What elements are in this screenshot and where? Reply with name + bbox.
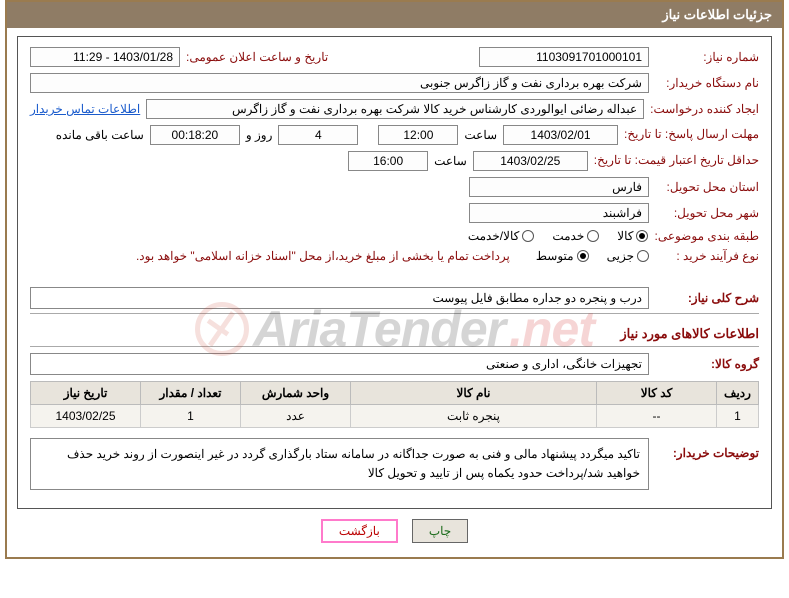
- row-city: شهر محل تحویل: فراشبند: [30, 203, 759, 223]
- table-header-row: ردیف کد کالا نام کالا واحد شمارش تعداد /…: [31, 382, 759, 405]
- buyer-org-value: شرکت بهره برداری نفت و گاز زاگرس جنوبی: [30, 73, 649, 93]
- row-purchase-type: نوع فرآیند خرید : جزیی متوسط پرداخت تمام…: [30, 249, 759, 263]
- buyer-org-label: نام دستگاه خریدار:: [649, 76, 759, 90]
- radio-dot-icon: [637, 250, 649, 262]
- th-code: کد کالا: [597, 382, 717, 405]
- goods-table: ردیف کد کالا نام کالا واحد شمارش تعداد /…: [30, 381, 759, 428]
- requester-label: ایجاد کننده درخواست:: [644, 102, 759, 116]
- radio-dot-icon: [587, 230, 599, 242]
- need-number-label: شماره نیاز:: [649, 50, 759, 64]
- overall-desc-value: درب و پنجره دو جداره مطابق فایل پیوست: [30, 287, 649, 309]
- deadline-time: 12:00: [378, 125, 458, 145]
- requester-value: عبداله رضائی ایوالوردی کارشناس خرید کالا…: [146, 99, 644, 119]
- row-deadline: مهلت ارسال پاسخ: تا تاریخ: 1403/02/01 سا…: [30, 125, 759, 145]
- row-need-number: شماره نیاز: 1103091701000101 تاریخ و ساع…: [30, 47, 759, 67]
- deadline-date: 1403/02/01: [503, 125, 618, 145]
- row-validity: حداقل تاریخ اعتبار قیمت: تا تاریخ: 1403/…: [30, 151, 759, 171]
- overall-desc-label: شرح کلی نیاز:: [649, 291, 759, 305]
- validity-time: 16:00: [348, 151, 428, 171]
- radio-goods[interactable]: کالا: [617, 229, 648, 243]
- radio-dot-icon: [636, 230, 648, 242]
- province-label: استان محل تحویل:: [649, 180, 759, 194]
- form-box: شماره نیاز: 1103091701000101 تاریخ و ساع…: [17, 36, 772, 509]
- announce-value: 1403/01/28 - 11:29: [30, 47, 180, 67]
- button-row: چاپ بازگشت: [17, 509, 772, 549]
- deadline-label: مهلت ارسال پاسخ: تا تاریخ:: [618, 127, 759, 143]
- td-row: 1: [717, 405, 759, 428]
- buyer-note-label: توضیحات خریدار:: [649, 438, 759, 460]
- radio-dot-icon: [522, 230, 534, 242]
- radio-dot-icon: [577, 250, 589, 262]
- deadline-days: 4: [278, 125, 358, 145]
- row-buyer-note: توضیحات خریدار: تاکید میگردد پیشنهاد مال…: [30, 438, 759, 490]
- purchase-type-group: جزیی متوسط: [536, 249, 649, 263]
- deadline-time-label: ساعت: [458, 128, 503, 142]
- radio-service[interactable]: خدمت: [552, 229, 599, 243]
- buyer-note-value: تاکید میگردد پیشنهاد مالی و فنی به صورت …: [30, 438, 649, 490]
- print-button[interactable]: چاپ: [412, 519, 468, 543]
- td-date: 1403/02/25: [31, 405, 141, 428]
- goods-group-value: تجهیزات خانگی، اداری و صنعتی: [30, 353, 649, 375]
- panel-title: جزئیات اطلاعات نیاز: [7, 2, 782, 28]
- table-row: 1 -- پنجره ثابت عدد 1 1403/02/25: [31, 405, 759, 428]
- province-value: فارس: [469, 177, 649, 197]
- row-buyer-org: نام دستگاه خریدار: شرکت بهره برداری نفت …: [30, 73, 759, 93]
- td-name: پنجره ثابت: [351, 405, 597, 428]
- row-subject-class: طبقه بندی موضوعی: کالا خدمت کالا/خدمت: [30, 229, 759, 243]
- subject-class-group: کالا خدمت کالا/خدمت: [468, 229, 649, 243]
- th-unit: واحد شمارش: [241, 382, 351, 405]
- row-province: استان محل تحویل: فارس: [30, 177, 759, 197]
- td-qty: 1: [141, 405, 241, 428]
- td-unit: عدد: [241, 405, 351, 428]
- buyer-contact-link[interactable]: اطلاعات تماس خریدار: [30, 102, 146, 116]
- validity-time-label: ساعت: [428, 154, 473, 168]
- deadline-days-label: روز و: [240, 128, 279, 142]
- radio-minor[interactable]: جزیی: [607, 249, 649, 263]
- td-code: --: [597, 405, 717, 428]
- city-label: شهر محل تحویل:: [649, 206, 759, 220]
- validity-date: 1403/02/25: [473, 151, 588, 171]
- th-qty: تعداد / مقدار: [141, 382, 241, 405]
- goods-section-title: اطلاعات کالاهای مورد نیاز: [30, 326, 759, 347]
- deadline-remain-label: ساعت باقی مانده: [50, 128, 150, 142]
- announce-label: تاریخ و ساعت اعلان عمومی:: [180, 50, 328, 64]
- deadline-hours: 00:18:20: [150, 125, 240, 145]
- subject-class-label: طبقه بندی موضوعی:: [648, 229, 759, 243]
- need-number-value: 1103091701000101: [479, 47, 649, 67]
- radio-goods-service[interactable]: کالا/خدمت: [468, 229, 534, 243]
- validity-label: حداقل تاریخ اعتبار قیمت: تا تاریخ:: [588, 153, 759, 169]
- purchase-type-label: نوع فرآیند خرید :: [649, 249, 759, 263]
- purchase-note: پرداخت تمام یا بخشی از مبلغ خرید،از محل …: [130, 249, 516, 263]
- goods-group-label: گروه کالا:: [649, 357, 759, 371]
- row-goods-group: گروه کالا: تجهیزات خانگی، اداری و صنعتی: [30, 353, 759, 375]
- th-name: نام کالا: [351, 382, 597, 405]
- main-panel: جزئیات اطلاعات نیاز شماره نیاز: 11030917…: [5, 0, 784, 559]
- row-requester: ایجاد کننده درخواست: عبداله رضائی ایوالو…: [30, 99, 759, 119]
- row-overall-desc: شرح کلی نیاز: درب و پنجره دو جداره مطابق…: [30, 287, 759, 314]
- panel-body: شماره نیاز: 1103091701000101 تاریخ و ساع…: [7, 28, 782, 557]
- back-button[interactable]: بازگشت: [321, 519, 398, 543]
- th-date: تاریخ نیاز: [31, 382, 141, 405]
- city-value: فراشبند: [469, 203, 649, 223]
- radio-medium[interactable]: متوسط: [536, 249, 589, 263]
- th-row: ردیف: [717, 382, 759, 405]
